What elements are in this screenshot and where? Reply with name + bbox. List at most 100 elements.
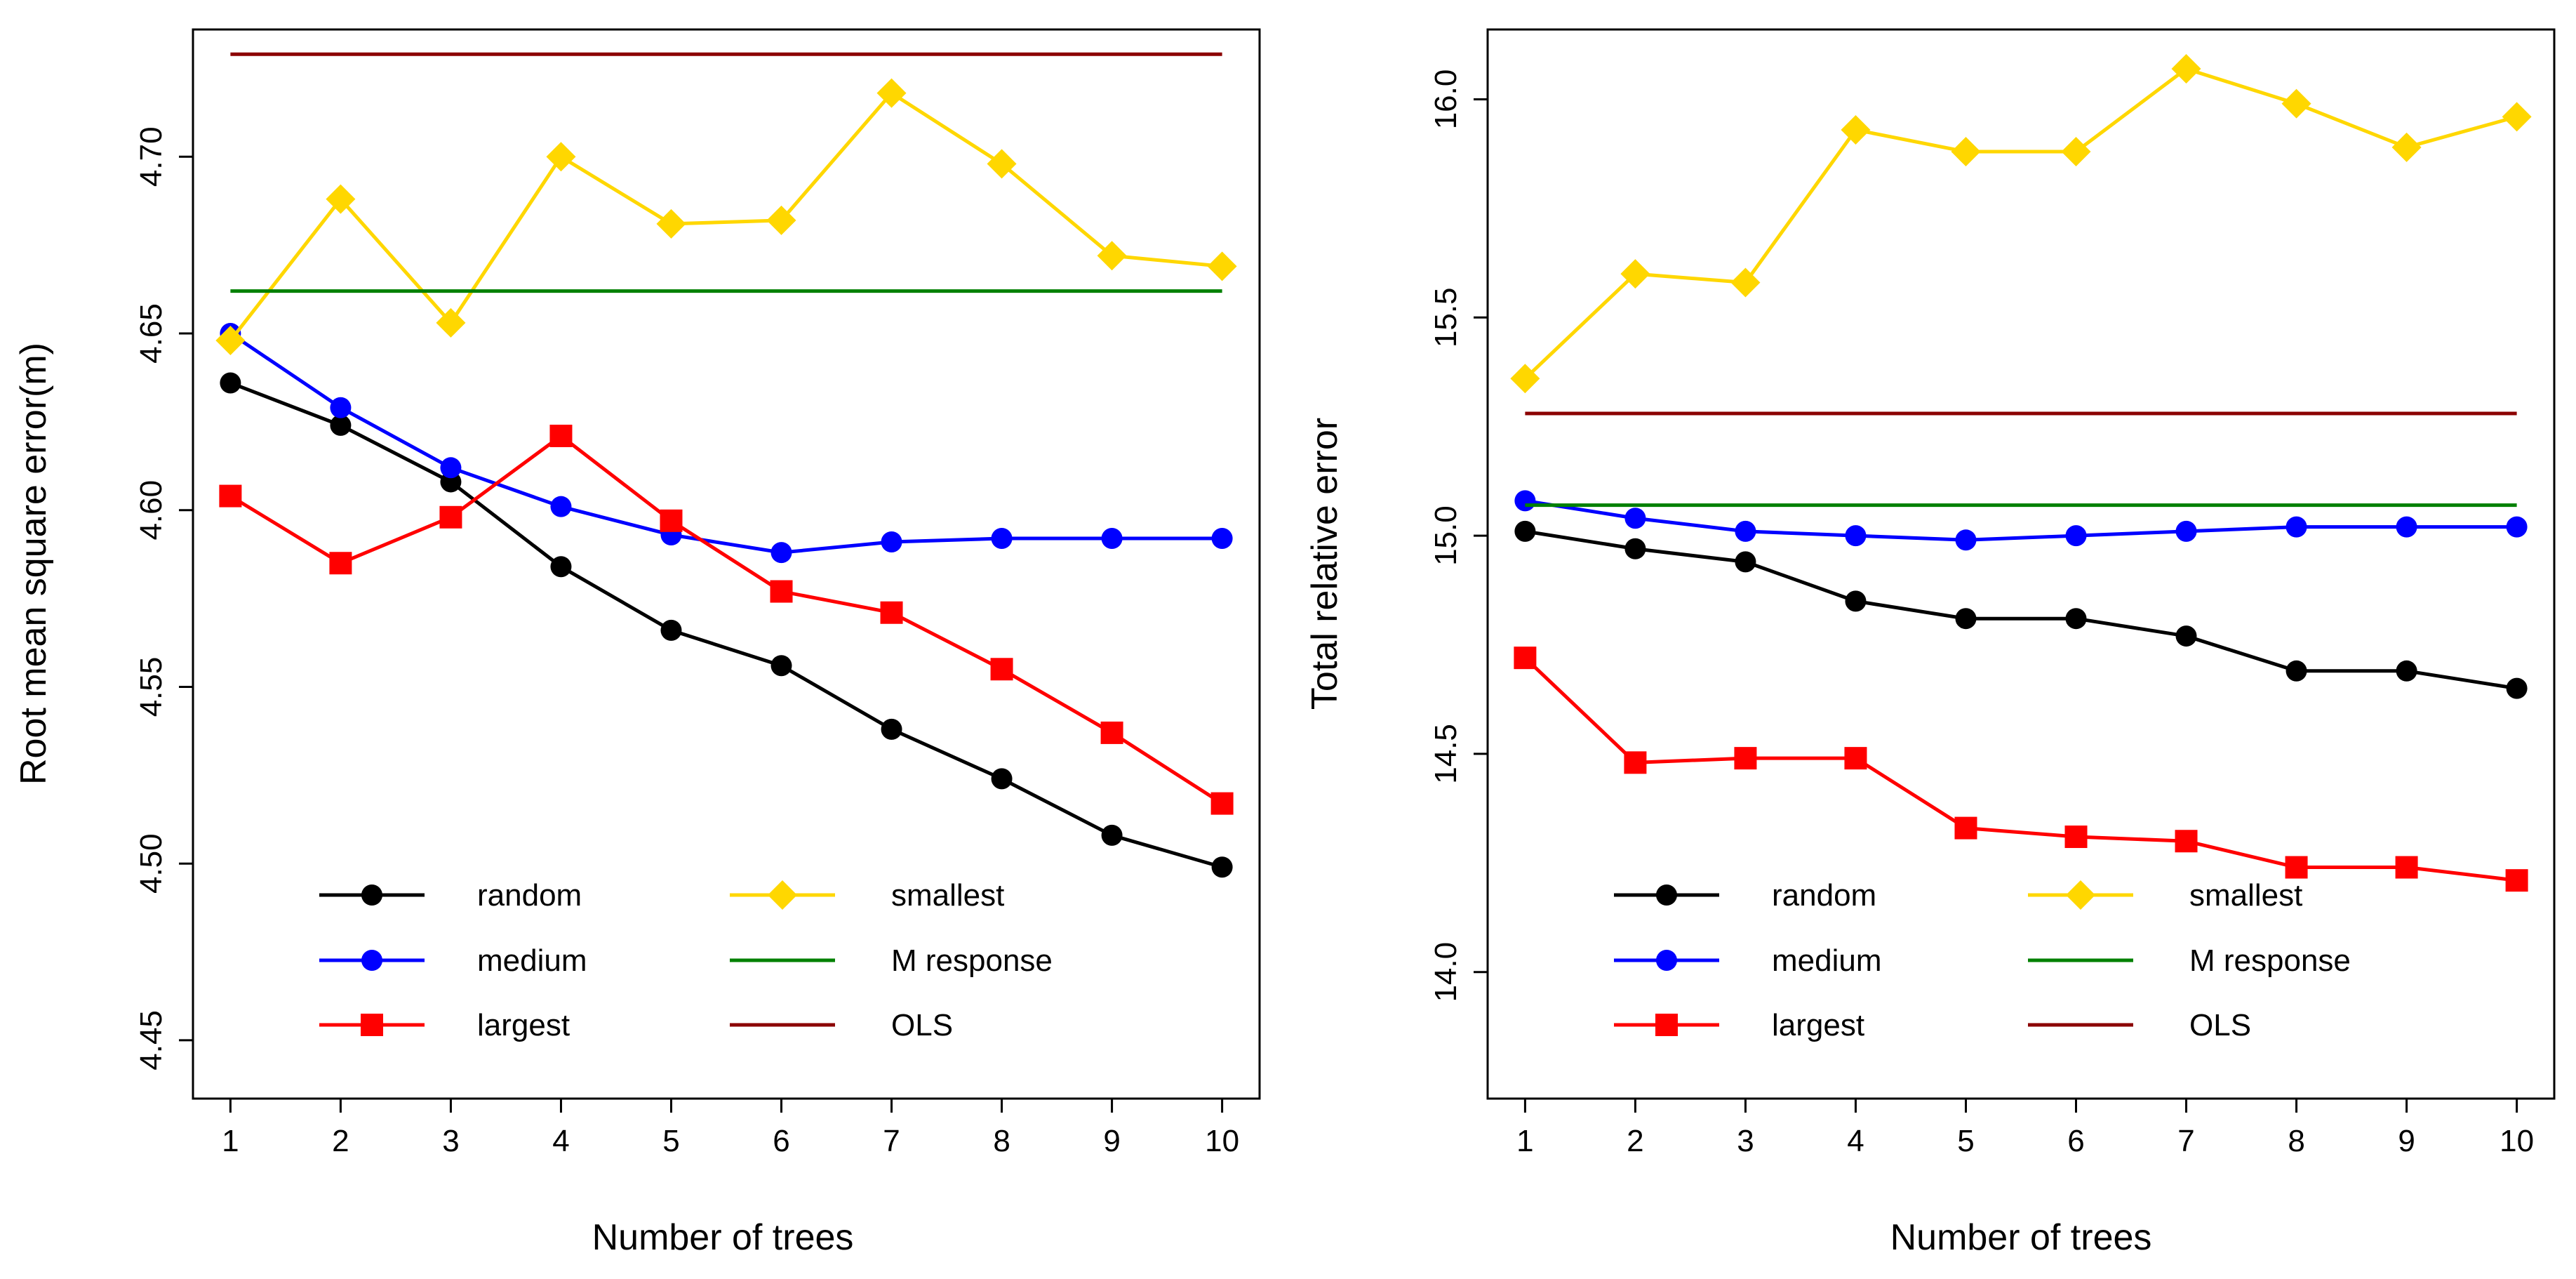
- chart-1-series-largest-point-8: [990, 658, 1013, 681]
- chart-2-legend-label-smallest: smallest: [2189, 878, 2302, 913]
- chart-2-legend-label-m-response: M response: [2189, 943, 2351, 978]
- chart-2-legend-label-medium: medium: [1772, 943, 1882, 978]
- chart-2-series-largest-point-10: [2505, 869, 2528, 892]
- chart-1-y-axis-title: Root mean square error(m): [13, 343, 54, 785]
- chart-1-series-random-point-5: [660, 619, 682, 641]
- chart-2-series-largest-point-8: [2285, 856, 2308, 879]
- chart-2-series-smallest-point-2: [1620, 259, 1650, 289]
- chart-2-series-smallest-point-5: [1951, 137, 1981, 167]
- chart-1-x-tick-label-9: 9: [1103, 1124, 1120, 1158]
- chart-2-series-medium-point-7: [2175, 520, 2197, 542]
- chart-2-series-largest-point-2: [1624, 751, 1647, 774]
- chart-1-x-tick-label-1: 1: [222, 1124, 239, 1158]
- chart-1-series-smallest-point-9: [1097, 241, 1127, 271]
- chart-2-x-tick-label-1: 1: [1516, 1124, 1533, 1158]
- chart-2-series-random-line: [1524, 529, 2518, 691]
- chart-2-x-tick-label-10: 10: [2500, 1124, 2534, 1158]
- chart-1-legend-marker-random: [361, 884, 382, 906]
- chart-1-series-random-point-9: [1101, 824, 1123, 846]
- chart-1-series-random-point-10: [1211, 856, 1233, 878]
- chart-2-series-random-point-2: [1624, 538, 1646, 559]
- chart-2-series-largest-point-6: [2064, 826, 2088, 849]
- chart-2-plot-frame: [1486, 28, 2556, 1100]
- chart-1-series-smallest-point-10: [1207, 251, 1237, 281]
- chart-2-series-largest-point-1: [1514, 647, 1537, 670]
- chart-2-series-smallest: [1510, 53, 2532, 394]
- chart-2-series-medium-point-6: [2065, 525, 2087, 547]
- chart-1-legend-label-m-response: M response: [891, 943, 1053, 978]
- chart-1-series-random: [220, 372, 1233, 878]
- chart-2-y-tick-label-1: 14.5: [1429, 724, 1463, 784]
- chart-1-series-medium-line: [229, 331, 1222, 555]
- chart-1-legend-label-largest: largest: [477, 1008, 570, 1042]
- chart-2-x-tick-label-6: 6: [2067, 1124, 2084, 1158]
- chart-1-series-largest-point-10: [1210, 792, 1234, 815]
- chart-1-plot-frame: [192, 28, 1261, 1100]
- chart-1-series-smallest-point-7: [876, 78, 907, 108]
- chart-1-series-smallest-point-1: [215, 326, 246, 356]
- chart-1-series-smallest-point-5: [656, 208, 686, 239]
- chart-1-series-random-point-4: [550, 556, 572, 578]
- chart-1-y-tick-label-5: 4.70: [134, 126, 168, 187]
- chart-2-x-tick-label-8: 8: [2288, 1124, 2304, 1158]
- chart-2-legend-label-random: random: [1772, 878, 1876, 913]
- chart-1-series-medium-point-3: [440, 457, 462, 479]
- chart-2-series-random-point-6: [2065, 608, 2087, 630]
- chart-2-series-random-point-10: [2506, 677, 2528, 699]
- chart-2-series-medium-point-4: [1845, 525, 1867, 547]
- chart-2-series-medium-point-1: [1514, 490, 1536, 512]
- chart-2-series-largest-point-5: [1954, 816, 1977, 840]
- chart-2-series-smallest-point-3: [1730, 267, 1761, 298]
- chart-2-y-tick-label-4: 16.0: [1429, 69, 1463, 130]
- chart-2-y-tick-label-2: 15.0: [1429, 505, 1463, 566]
- chart-2-series-medium-point-5: [1955, 529, 1977, 551]
- chart-2-x-axis-title: Number of trees: [1890, 1217, 2152, 1258]
- chart-2-y-tick-label-3: 15.5: [1429, 287, 1463, 347]
- chart-2-series-medium-point-10: [2506, 516, 2528, 538]
- chart-2-legend-label-ols: OLS: [2189, 1008, 2251, 1042]
- chart-2-series-smallest-point-1: [1510, 364, 1540, 394]
- chart-1-series-random-point-1: [220, 372, 241, 394]
- chart-1-x-tick-label-3: 3: [442, 1124, 459, 1158]
- chart-2-legend-marker-largest: [1655, 1014, 1678, 1036]
- chart-2-x-tick-label-7: 7: [2177, 1124, 2194, 1158]
- chart-1-series-largest-point-7: [880, 601, 903, 624]
- chart-1-legend-marker-medium: [361, 950, 382, 971]
- chart-2-series-random: [1514, 520, 2528, 699]
- chart-1-legend: random medium largest smallest M response OLS: [319, 878, 1053, 1042]
- chart-2-y-tick-label-0: 14.0: [1429, 942, 1463, 1002]
- chart-1-series-smallest-point-4: [546, 142, 576, 172]
- chart-2-series-random-point-5: [1955, 608, 1977, 630]
- chart-2-series-medium-point-2: [1624, 508, 1646, 529]
- chart-2-y-axis-title: Total relative error: [1304, 418, 1345, 710]
- chart-2-series-largest-point-4: [1844, 747, 1867, 770]
- chart-2-series-smallest-line: [1523, 67, 2518, 380]
- chart-2-series-smallest-point-6: [2061, 137, 2091, 167]
- chart-1-x-tick-label-5: 5: [662, 1124, 679, 1158]
- chart-2-series-smallest-point-9: [2391, 132, 2422, 162]
- chart-2-series-medium-point-3: [1735, 520, 1756, 542]
- chart-1-series-largest: [219, 424, 1234, 815]
- chart-1-legend-marker-smallest: [768, 880, 797, 910]
- chart-1-series-random-point-2: [330, 414, 352, 436]
- chart-2-series-largest-point-7: [2175, 830, 2198, 853]
- chart-2-legend-marker-smallest: [2066, 880, 2095, 910]
- chart-2-series-smallest-point-4: [1841, 114, 1871, 145]
- chart-2-series-random-point-3: [1735, 551, 1756, 573]
- chart-1-series-medium-point-6: [770, 542, 792, 564]
- chart-1-series-medium-point-9: [1101, 527, 1123, 549]
- chart-1-y-tick-label-4: 4.65: [134, 303, 168, 364]
- chart-1-series-medium-point-8: [991, 527, 1013, 549]
- chart-1-series-medium-point-10: [1211, 527, 1233, 549]
- chart-2-series-largest: [1514, 647, 2528, 892]
- chart-1-x-tick-label-7: 7: [883, 1124, 900, 1158]
- chart-2-series-medium-point-9: [2396, 516, 2417, 538]
- chart-2-series-medium: [1514, 490, 2528, 551]
- chart-1-series-smallest-point-2: [326, 184, 356, 214]
- chart-2-x-tick-label-2: 2: [1627, 1124, 1643, 1158]
- chart-1-series-largest-point-9: [1100, 721, 1123, 744]
- chart-1: 1 2 3 4 5 6 7 8 9 10 4.45 4.50 4.55 4.60 4.65 4.70 Numbe…: [13, 28, 1261, 1258]
- chart-1-legend-label-smallest: smallest: [891, 878, 1004, 913]
- chart-1-series-medium-point-2: [330, 397, 352, 418]
- chart-1-x-tick-label-10: 10: [1205, 1124, 1239, 1158]
